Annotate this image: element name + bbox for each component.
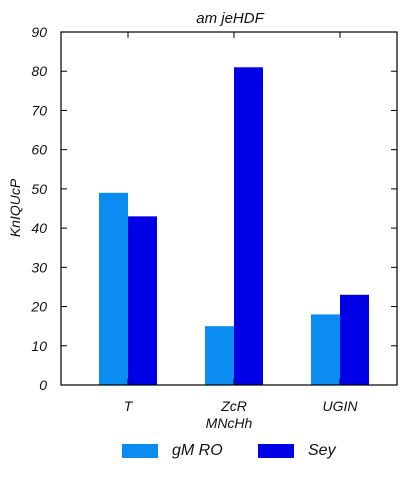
y-tick-label: 80 — [31, 63, 47, 79]
chart-title: am jeHDF — [196, 10, 264, 27]
legend-label-series-1: gM RO — [172, 442, 223, 459]
y-tick-label: 40 — [31, 220, 47, 236]
y-tick-label: 30 — [31, 259, 47, 275]
bar-1-3 — [311, 314, 340, 385]
legend-label-series-2: Sey — [308, 442, 336, 459]
bar-1-1 — [99, 192, 128, 385]
x-axis: T ZcR UGIN — [124, 32, 359, 414]
y-tick-label: 20 — [30, 299, 47, 315]
y-axis: 0 10 20 30 40 50 60 70 80 90 — [30, 24, 397, 393]
bar-2-2 — [234, 67, 263, 386]
legend-item-series-2: Sey — [258, 438, 336, 464]
bar-2-1 — [128, 216, 157, 385]
legend-swatch-series-1 — [122, 444, 158, 458]
y-tick-label: 10 — [31, 338, 47, 354]
y-tick-label: 70 — [31, 102, 47, 118]
legend: gM RO Sey — [0, 438, 414, 464]
bar-1-2 — [205, 326, 234, 385]
bars-group — [99, 67, 369, 386]
x-axis-label: MNcHh — [206, 415, 253, 431]
plot-frame — [60, 31, 398, 386]
y-tick-label: 0 — [39, 377, 47, 393]
x-tick-label: UGIN — [323, 398, 359, 414]
y-axis-label: KnIQUcP — [7, 178, 23, 237]
x-tick-label: ZcR — [220, 398, 247, 414]
x-tick-label: T — [124, 398, 134, 414]
y-tick-label: 60 — [31, 142, 47, 158]
legend-item-series-1: gM RO — [122, 438, 223, 464]
y-tick-label: 50 — [31, 181, 47, 197]
legend-swatch-series-2 — [258, 444, 294, 458]
bar-2-3 — [340, 294, 369, 385]
y-tick-label: 90 — [31, 24, 47, 40]
